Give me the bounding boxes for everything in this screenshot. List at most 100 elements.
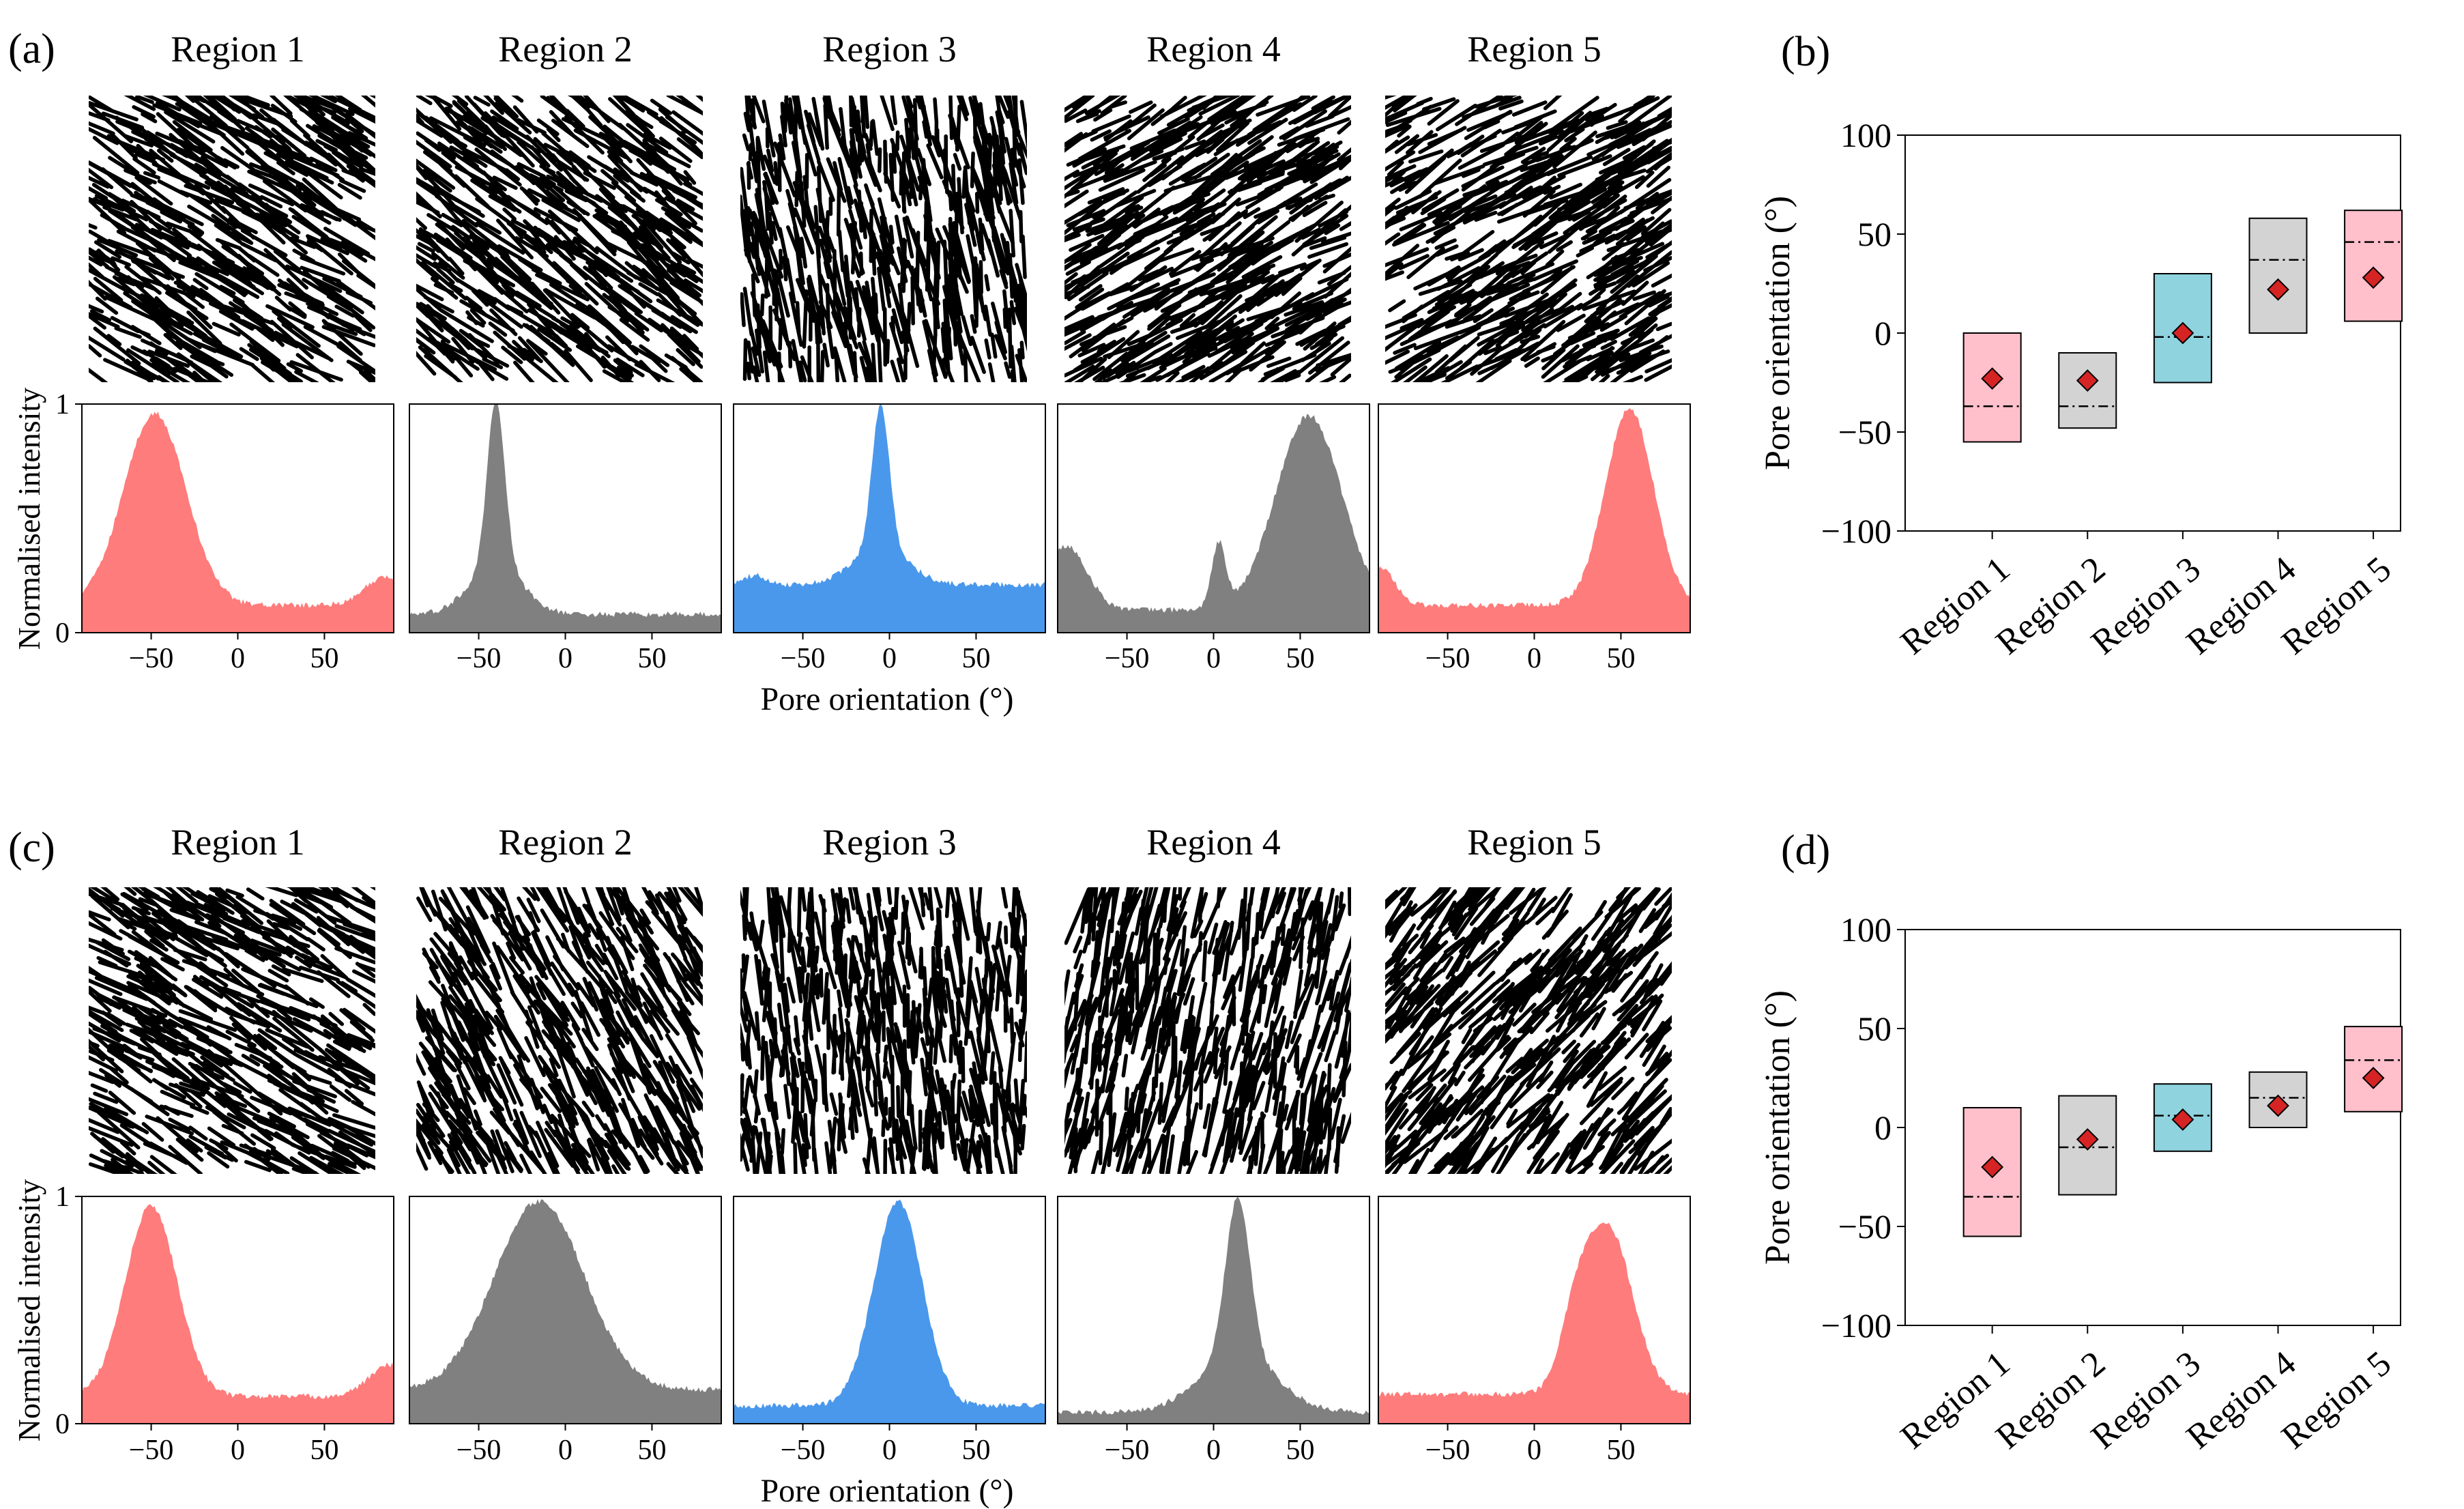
pore-streaks bbox=[416, 887, 703, 1174]
pore-micrograph bbox=[89, 96, 375, 382]
y-tick-label: 50 bbox=[1857, 1009, 1892, 1048]
x-tick-label: 50 bbox=[1286, 643, 1314, 674]
x-tick-label: 0 bbox=[1206, 643, 1221, 674]
x-tick-label: Region 5 bbox=[2274, 1344, 2398, 1456]
y-tick-label: −50 bbox=[1838, 1207, 1892, 1246]
mean-marker bbox=[2362, 1067, 2385, 1089]
region-title: Region 5 bbox=[1467, 29, 1601, 70]
pore-streaks bbox=[89, 96, 375, 382]
histogram-area bbox=[409, 1198, 721, 1424]
x-tick-label: 50 bbox=[310, 1435, 338, 1466]
region-title: Region 1 bbox=[171, 822, 305, 863]
pore-micrograph bbox=[740, 887, 1027, 1174]
x-tick-label: −50 bbox=[129, 643, 174, 674]
mean-marker bbox=[2076, 1127, 2099, 1151]
x-tick-label: 0 bbox=[231, 643, 245, 674]
pore-streaks bbox=[1385, 887, 1672, 1174]
y-tick-label: 100 bbox=[1840, 910, 1892, 949]
mean-marker bbox=[2267, 278, 2289, 301]
pore-micrograph bbox=[1385, 887, 1672, 1174]
x-tick-label: 50 bbox=[961, 643, 990, 674]
x-tick-label: −50 bbox=[781, 643, 826, 674]
mean-marker bbox=[2267, 1094, 2289, 1117]
x-tick-label: −50 bbox=[1425, 1435, 1470, 1466]
y-tick-label: 0 bbox=[1874, 314, 1892, 352]
x-tick-label: 50 bbox=[961, 1435, 990, 1466]
region-title: Region 3 bbox=[822, 29, 957, 70]
pore-streaks bbox=[89, 887, 375, 1174]
panel-label-b: (b) bbox=[1781, 29, 1830, 75]
mean-marker bbox=[2076, 369, 2099, 392]
x-axis-label: Pore orientation (°) bbox=[760, 1473, 1013, 1509]
histogram-area bbox=[1378, 1222, 1690, 1424]
region-title: Region 2 bbox=[498, 29, 633, 70]
y-tick-label: 0 bbox=[55, 618, 70, 649]
pore-streaks bbox=[1385, 96, 1672, 382]
pore-micrograph bbox=[1064, 887, 1351, 1174]
x-tick-label: −50 bbox=[781, 1435, 826, 1466]
pore-streaks bbox=[1064, 887, 1351, 1174]
x-tick-label: −50 bbox=[129, 1435, 174, 1466]
box bbox=[2248, 217, 2308, 334]
region-title: Region 5 bbox=[1467, 822, 1601, 863]
y-axis-label: Pore orientation (°) bbox=[1758, 196, 1797, 470]
histogram-area bbox=[1058, 414, 1369, 633]
x-tick-label: −50 bbox=[456, 1435, 502, 1466]
mean-marker bbox=[1981, 367, 2004, 390]
region-title: Region 2 bbox=[498, 822, 633, 863]
y-tick-label: −100 bbox=[1821, 512, 1892, 550]
x-tick-label: 0 bbox=[231, 1435, 245, 1466]
histogram-area bbox=[1058, 1196, 1369, 1424]
histogram-area bbox=[1378, 407, 1690, 633]
pore-streaks bbox=[740, 96, 1027, 382]
y-tick-label: 1 bbox=[55, 389, 70, 420]
x-tick-label: 50 bbox=[1286, 1435, 1314, 1466]
x-tick-label: 0 bbox=[1206, 1435, 1221, 1466]
x-axis-label: Pore orientation (°) bbox=[760, 681, 1013, 717]
pore-micrograph bbox=[1385, 96, 1672, 382]
x-tick-label: Region 5 bbox=[2274, 549, 2398, 662]
histogram-area bbox=[734, 1199, 1045, 1424]
x-tick-label: 50 bbox=[637, 643, 666, 674]
y-axis-label: Normalised intensity bbox=[12, 1179, 46, 1442]
x-tick-label: 50 bbox=[1606, 1435, 1635, 1466]
y-axis-label: Normalised intensity bbox=[12, 388, 46, 650]
region-title: Region 4 bbox=[1146, 29, 1281, 70]
x-tick-label: 0 bbox=[882, 1435, 897, 1466]
region-title: Region 3 bbox=[822, 822, 957, 863]
box bbox=[2344, 210, 2403, 322]
x-tick-label: 50 bbox=[637, 1435, 666, 1466]
x-tick-label: 50 bbox=[310, 643, 338, 674]
y-tick-label: 100 bbox=[1840, 116, 1892, 154]
pore-micrograph bbox=[740, 96, 1027, 382]
panel-label-c: (c) bbox=[8, 824, 55, 871]
x-tick-label: −50 bbox=[1105, 1435, 1150, 1466]
pore-micrograph bbox=[1064, 96, 1351, 382]
y-tick-label: −50 bbox=[1838, 413, 1892, 451]
panel-label-a: (a) bbox=[8, 26, 55, 72]
histogram-area bbox=[734, 404, 1045, 633]
region-title: Region 4 bbox=[1146, 822, 1281, 863]
x-tick-label: 0 bbox=[882, 643, 897, 674]
x-tick-label: 0 bbox=[558, 643, 572, 674]
pore-streaks bbox=[740, 887, 1027, 1174]
pore-micrograph bbox=[416, 96, 703, 382]
x-tick-label: 0 bbox=[1527, 643, 1541, 674]
y-axis-label: Pore orientation (°) bbox=[1758, 990, 1797, 1265]
y-tick-label: 0 bbox=[1874, 1108, 1892, 1147]
histogram-area bbox=[409, 404, 721, 633]
mean-marker bbox=[2362, 266, 2385, 289]
x-tick-label: 0 bbox=[558, 1435, 572, 1466]
mean-marker bbox=[1981, 1155, 2004, 1179]
x-tick-label: 50 bbox=[1606, 643, 1635, 674]
panel-label-d: (d) bbox=[1781, 827, 1830, 874]
pore-streaks bbox=[1064, 96, 1351, 382]
y-tick-label: 0 bbox=[55, 1409, 70, 1440]
y-tick-label: −100 bbox=[1821, 1306, 1892, 1345]
histogram-area bbox=[82, 1204, 394, 1424]
x-tick-label: −50 bbox=[1425, 643, 1470, 674]
y-tick-label: 1 bbox=[55, 1181, 70, 1213]
mean-marker bbox=[2171, 1108, 2194, 1131]
pore-streaks bbox=[416, 96, 703, 382]
